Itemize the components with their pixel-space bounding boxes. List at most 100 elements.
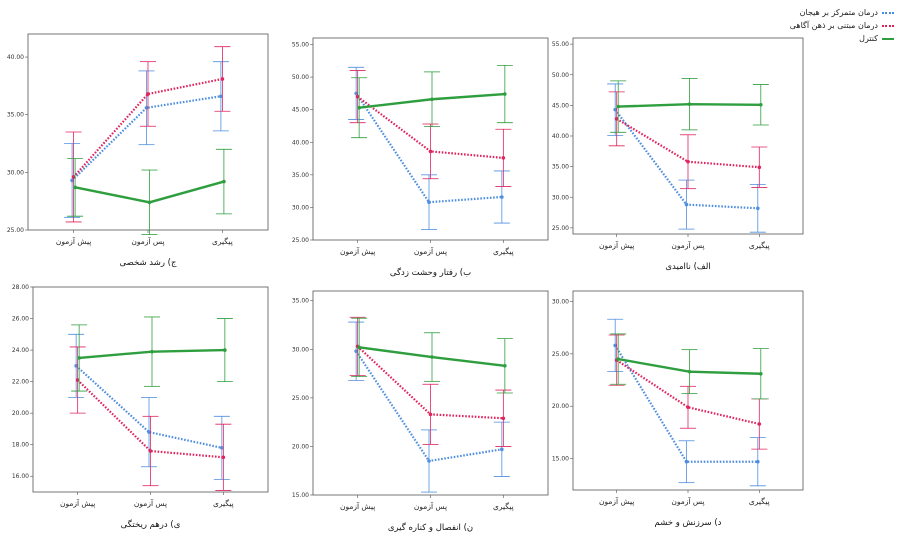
data-point bbox=[756, 459, 760, 464]
y-tick-label: 18.00 bbox=[12, 442, 29, 449]
data-point bbox=[428, 412, 433, 417]
data-point bbox=[613, 343, 617, 348]
data-point bbox=[687, 102, 692, 106]
data-point bbox=[357, 105, 361, 110]
x-tick-label: پیگیری bbox=[749, 497, 770, 506]
data-point bbox=[220, 446, 224, 450]
data-point bbox=[757, 422, 762, 426]
data-point bbox=[221, 455, 226, 460]
data-point bbox=[500, 195, 504, 199]
y-tick-label: 20.00 bbox=[292, 443, 309, 450]
y-tick-label: 25.00 bbox=[292, 237, 309, 244]
data-point bbox=[614, 117, 619, 121]
y-tick-label: 35.00 bbox=[552, 164, 569, 171]
data-point bbox=[74, 364, 78, 368]
data-point bbox=[223, 348, 227, 352]
y-tick-label: 50.00 bbox=[552, 72, 569, 79]
data-point bbox=[428, 149, 433, 154]
data-point bbox=[759, 371, 763, 376]
data-point bbox=[430, 97, 434, 102]
data-point bbox=[354, 91, 358, 96]
data-point bbox=[70, 178, 74, 183]
data-point bbox=[222, 179, 226, 184]
data-point bbox=[501, 156, 506, 160]
x-tick-label: پس آزمون bbox=[671, 240, 704, 250]
x-tick-label: پیگیری bbox=[493, 502, 514, 511]
y-tick-label: 25.00 bbox=[292, 395, 309, 402]
data-point bbox=[756, 206, 760, 211]
data-point bbox=[684, 202, 689, 207]
panel-title: ب) رفتار وحشت زدگی bbox=[390, 267, 471, 278]
x-tick-label: پیش آزمون bbox=[340, 501, 375, 511]
x-tick-label: پس آزمون bbox=[671, 496, 704, 506]
data-point bbox=[220, 77, 225, 81]
y-tick-label: 25.00 bbox=[552, 225, 569, 232]
y-tick-label: 55.00 bbox=[292, 42, 309, 49]
data-point bbox=[73, 185, 77, 190]
data-point bbox=[500, 447, 504, 452]
legend: درمان متمرکز بر هیجان درمان مبتنی بر ذهن… bbox=[754, 6, 894, 45]
x-tick-label: پیگیری bbox=[212, 237, 233, 246]
panel-title: ن) انفصال و کناره گیری bbox=[388, 522, 473, 533]
data-point bbox=[427, 200, 431, 205]
y-tick-label: 15.00 bbox=[292, 492, 309, 499]
y-tick-label: 20.00 bbox=[552, 403, 569, 410]
series-line-1 bbox=[76, 379, 224, 459]
x-tick-label: پس آزمون bbox=[414, 501, 447, 511]
y-tick-label: 25.00 bbox=[7, 227, 24, 234]
y-tick-label: 45.00 bbox=[552, 102, 569, 109]
y-tick-label: 30.00 bbox=[292, 346, 309, 353]
x-tick-label: پس آزمون bbox=[414, 246, 447, 256]
data-point bbox=[686, 159, 690, 164]
data-point bbox=[430, 355, 434, 359]
data-point bbox=[687, 369, 692, 374]
legend-item-emotion-focused: درمان متمرکز بر هیجان bbox=[754, 6, 894, 19]
x-tick-label: پیش آزمون bbox=[599, 240, 634, 250]
legend-label: درمان مبتنی بر ذهن آگاهی bbox=[789, 21, 878, 30]
data-point bbox=[427, 459, 431, 463]
y-tick-label: 35.00 bbox=[292, 172, 309, 179]
y-tick-label: 50.00 bbox=[292, 74, 309, 81]
y-tick-label: 28.00 bbox=[12, 284, 29, 291]
legend-swatch bbox=[882, 37, 894, 40]
y-tick-label: 55.00 bbox=[552, 41, 569, 48]
y-tick-label: 45.00 bbox=[292, 107, 309, 114]
x-tick-label: پس آزمون bbox=[131, 236, 164, 246]
data-point bbox=[503, 92, 507, 96]
y-tick-label: 35.00 bbox=[7, 112, 24, 119]
series-line-0 bbox=[75, 365, 223, 449]
data-point bbox=[759, 102, 763, 107]
x-tick-label: پس آزمون bbox=[134, 498, 167, 508]
y-tick-label: 30.00 bbox=[7, 169, 24, 176]
data-point bbox=[616, 104, 620, 109]
data-point bbox=[147, 200, 152, 205]
legend-swatch bbox=[882, 24, 894, 27]
data-point bbox=[150, 349, 154, 354]
y-tick-label: 25.00 bbox=[552, 351, 569, 358]
y-tick-label: 40.00 bbox=[552, 133, 569, 140]
data-point bbox=[219, 94, 223, 99]
data-point bbox=[77, 356, 81, 360]
y-tick-label: 40.00 bbox=[292, 139, 309, 146]
data-point bbox=[146, 92, 150, 96]
y-tick-label: 22.00 bbox=[12, 379, 29, 386]
legend-item-control: کنترل bbox=[754, 32, 894, 45]
panel-title: الف) ناامیدی bbox=[665, 262, 710, 272]
panel-title: د) سرزنش و خشم bbox=[655, 518, 722, 528]
data-point bbox=[75, 378, 80, 382]
data-point bbox=[503, 364, 507, 368]
panel-title: ج) رشد شخصی bbox=[120, 258, 177, 268]
x-tick-label: پیش آزمون bbox=[599, 496, 634, 506]
series-line-0 bbox=[614, 344, 758, 463]
data-point bbox=[686, 405, 690, 410]
series-line-0 bbox=[355, 92, 502, 204]
legend-label: درمان متمرکز بر هیجان bbox=[799, 8, 878, 17]
panel-title: ی) درهم ریختگی bbox=[121, 519, 181, 530]
data-point bbox=[144, 105, 149, 110]
x-tick-label: پیگیری bbox=[213, 499, 234, 508]
data-point bbox=[147, 430, 151, 434]
y-tick-label: 30.00 bbox=[292, 204, 309, 211]
y-tick-label: 24.00 bbox=[12, 347, 29, 354]
y-tick-label: 26.00 bbox=[12, 316, 29, 323]
